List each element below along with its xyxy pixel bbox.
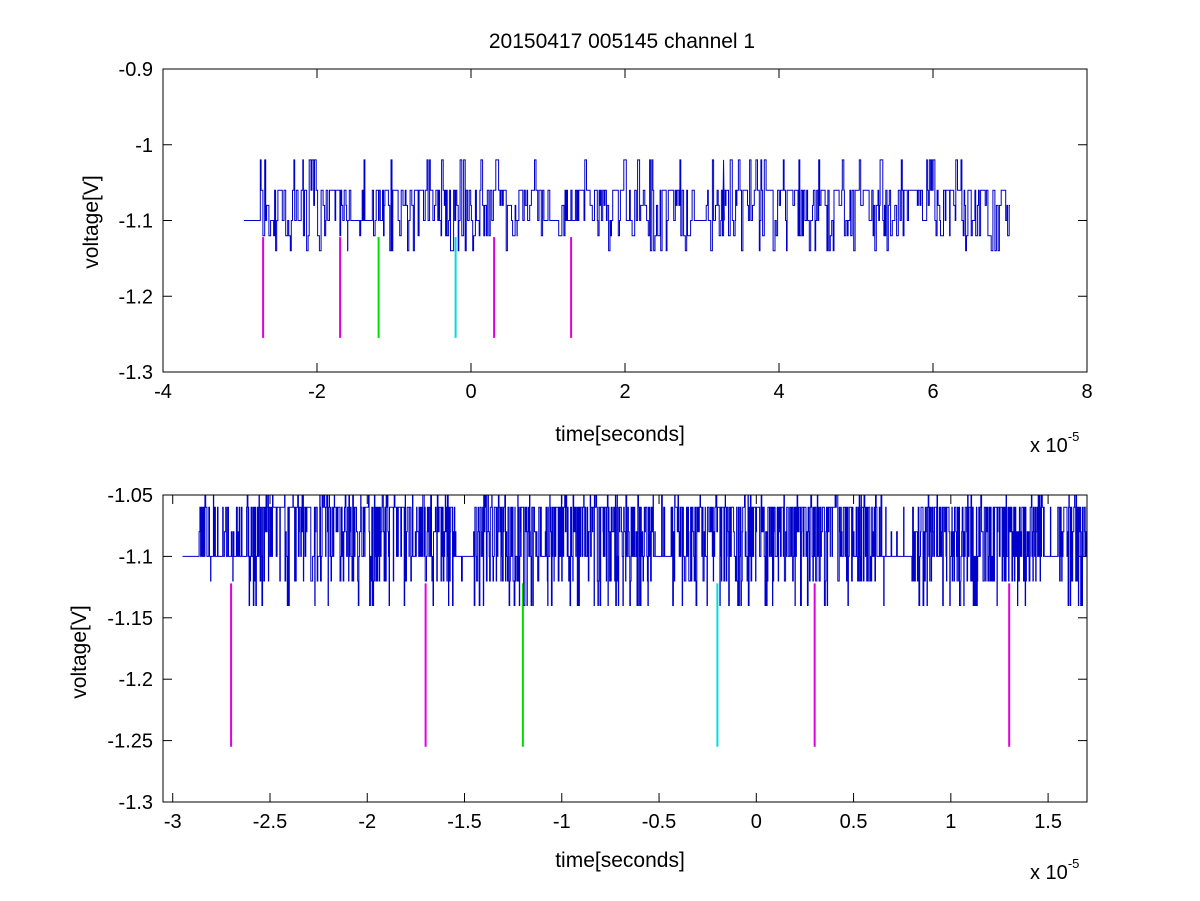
- bottom-panel-xtick-label: 1.5: [1034, 811, 1062, 833]
- top-panel-xtick-label: -2: [308, 381, 326, 403]
- top-panel-ytick-label: -0.9: [119, 59, 153, 81]
- top-panel-xtick-label: 0: [465, 381, 476, 403]
- figure-title: 20150417 005145 channel 1: [489, 30, 755, 53]
- bottom-panel-xtick-label: -1.5: [447, 811, 481, 833]
- bottom-panel-xtick-label: 1: [945, 811, 956, 833]
- top-panel-xlabel: time[seconds]: [555, 423, 685, 446]
- bottom-panel-xtick-label: -1: [553, 811, 571, 833]
- bottom-panel-ylabel: voltage[V]: [68, 605, 91, 698]
- bottom-panel-frame: [162, 494, 1088, 803]
- top-panel-x-exponent: x 10-5: [1030, 429, 1079, 457]
- bottom-panel-signal: [182, 494, 1088, 606]
- bottom-panel-x-exponent-base: x 10: [1030, 862, 1068, 884]
- bottom-panel-x-exponent-power: -5: [1068, 856, 1080, 871]
- top-panel-ticks: -4 -2 0 2 4 6 8 -1.3 -1.2 -1.1 -1 -0.9: [119, 59, 1093, 403]
- bottom-panel-ticks: -3 -2.5 -2 -1.5 -1 -0.5 0 0.5 1 1.5 -1.3 -1.25 -1.2 -…: [107, 485, 1087, 833]
- bottom-panel-xtick-label: 0.5: [840, 811, 868, 833]
- top-panel-ytick-label: -1.3: [119, 362, 153, 384]
- bottom-panel-xtick-label: 0: [751, 811, 762, 833]
- top-panel-signal-line: [243, 159, 1010, 252]
- top-panel-xtick-label: 4: [773, 381, 784, 403]
- top-panel-ytick-label: -1.2: [119, 286, 153, 308]
- bottom-panel-xlabel: time[seconds]: [555, 849, 685, 872]
- bottom-panel-ytick-label: -1.3: [119, 792, 153, 814]
- bottom-panel-ytick-label: -1.05: [107, 485, 153, 507]
- bottom-panel-signal-line: [182, 494, 1088, 606]
- bottom-panel-xtick-label: -2: [358, 811, 376, 833]
- top-panel-frame: [162, 68, 1088, 373]
- top-panel-x-exponent-power: -5: [1068, 429, 1080, 444]
- top-panel-markers: [262, 237, 573, 338]
- top-panel-ytick-label: -1.1: [119, 211, 153, 233]
- top-panel: -4 -2 0 2 4 6 8 -1.3 -1.2 -1.1 -1 -0.9 time[seconds…: [80, 59, 1093, 457]
- top-panel-ylabel: voltage[V]: [80, 175, 103, 268]
- bottom-panel: -3 -2.5 -2 -1.5 -1 -0.5 0 0.5 1 1.5 -1.3 -1.25 -1.2 -…: [68, 485, 1088, 884]
- bottom-panel-ytick-label: -1.25: [107, 731, 153, 753]
- top-panel-xtick-label: -4: [154, 381, 172, 403]
- bottom-panel-x-exponent: x 10-5: [1030, 856, 1079, 884]
- bottom-panel-xtick-label: -2.5: [253, 811, 287, 833]
- top-panel-ytick-label: -1: [135, 135, 153, 157]
- top-panel-signal: [243, 159, 1010, 252]
- bottom-panel-xtick-label: -3: [164, 811, 182, 833]
- bottom-panel-ytick-label: -1.2: [119, 669, 153, 691]
- bottom-panel-ytick-label: -1.1: [119, 546, 153, 568]
- bottom-panel-ytick-label: -1.15: [107, 608, 153, 630]
- top-panel-xtick-label: 2: [619, 381, 630, 403]
- bottom-panel-xtick-label: -0.5: [642, 811, 676, 833]
- top-panel-xtick-label: 6: [927, 381, 938, 403]
- bottom-panel-markers: [230, 583, 1011, 747]
- top-panel-x-exponent-base: x 10: [1030, 435, 1068, 457]
- top-panel-xtick-label: 8: [1081, 381, 1092, 403]
